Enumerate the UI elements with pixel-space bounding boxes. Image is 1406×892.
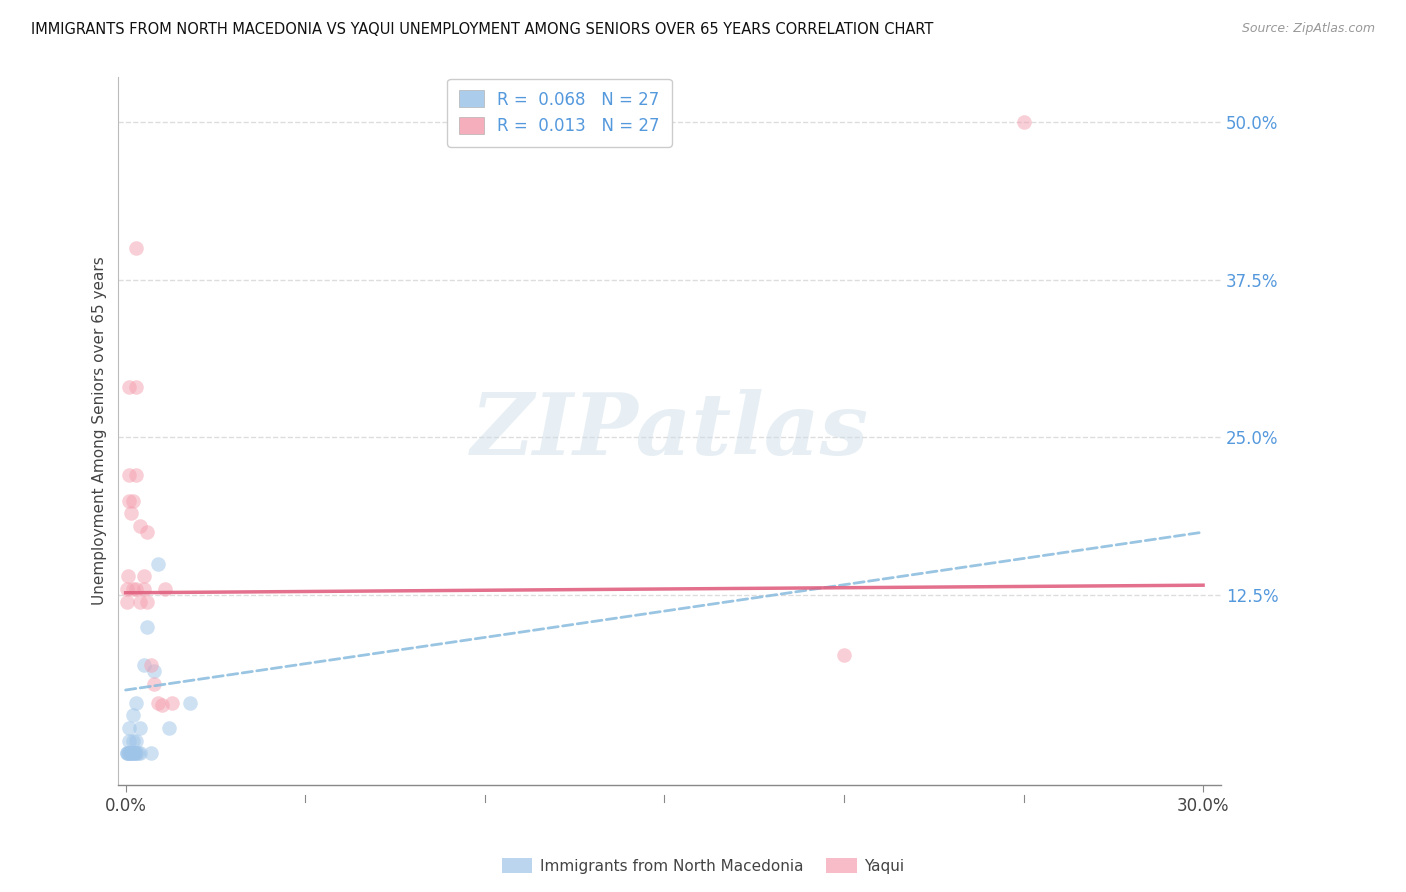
Point <box>121 708 143 723</box>
Point <box>129 518 152 533</box>
Point <box>118 493 141 508</box>
Point <box>115 594 138 608</box>
Point <box>122 746 145 760</box>
Point <box>153 582 176 596</box>
Point <box>120 746 142 760</box>
Point <box>146 696 169 710</box>
Text: ZIPatlas: ZIPatlas <box>471 389 869 473</box>
Point <box>1012 114 1035 128</box>
Text: IMMIGRANTS FROM NORTH MACEDONIA VS YAQUI UNEMPLOYMENT AMONG SENIORS OVER 65 YEAR: IMMIGRANTS FROM NORTH MACEDONIA VS YAQUI… <box>31 22 934 37</box>
Point <box>129 746 152 760</box>
Point <box>125 380 148 394</box>
Point <box>121 493 143 508</box>
Point <box>179 696 201 710</box>
Point <box>125 468 148 483</box>
Point <box>139 657 162 672</box>
Legend: Immigrants from North Macedonia, Yaqui: Immigrants from North Macedonia, Yaqui <box>495 852 911 880</box>
Point <box>125 746 148 760</box>
Point <box>117 746 139 760</box>
Point <box>136 594 159 608</box>
Point <box>124 746 146 760</box>
Point <box>132 582 155 596</box>
Point <box>832 648 855 662</box>
Point <box>132 657 155 672</box>
Point <box>157 721 180 735</box>
Point <box>115 746 138 760</box>
Point <box>136 525 159 540</box>
Point <box>118 746 141 760</box>
Point <box>125 241 148 255</box>
Legend: R =  0.068   N = 27, R =  0.013   N = 27: R = 0.068 N = 27, R = 0.013 N = 27 <box>447 78 672 146</box>
Point <box>125 696 148 710</box>
Point <box>143 664 166 678</box>
Point <box>146 557 169 571</box>
Y-axis label: Unemployment Among Seniors over 65 years: Unemployment Among Seniors over 65 years <box>93 257 107 606</box>
Point <box>118 468 141 483</box>
Point <box>117 569 139 583</box>
Point <box>143 676 166 690</box>
Point <box>118 721 141 735</box>
Point <box>136 620 159 634</box>
Point <box>117 582 139 596</box>
Point <box>129 594 152 608</box>
Point <box>129 721 152 735</box>
Point <box>125 733 148 747</box>
Point <box>118 746 141 760</box>
Point <box>139 746 162 760</box>
Point <box>121 746 143 760</box>
Point <box>121 582 143 596</box>
Point <box>150 698 173 713</box>
Point <box>132 569 155 583</box>
Point <box>127 746 149 760</box>
Point <box>118 733 141 747</box>
Text: Source: ZipAtlas.com: Source: ZipAtlas.com <box>1241 22 1375 36</box>
Point <box>117 746 139 760</box>
Point <box>125 582 148 596</box>
Point <box>121 733 143 747</box>
Point <box>120 506 142 520</box>
Point <box>162 696 184 710</box>
Point <box>118 380 141 394</box>
Point <box>121 746 143 760</box>
